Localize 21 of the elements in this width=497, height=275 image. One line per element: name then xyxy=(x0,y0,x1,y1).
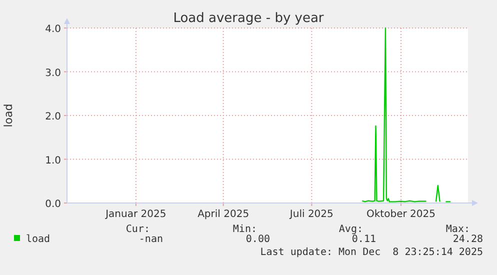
text: 24.28 xyxy=(452,234,483,245)
text: Cur: xyxy=(126,224,150,235)
text: Min: xyxy=(232,224,257,235)
x-tick-label: Januar 2025 xyxy=(104,209,166,220)
chart-title: Load average - by year xyxy=(173,11,324,26)
text: -nan xyxy=(138,234,163,245)
y-tick-label: 2.0 xyxy=(45,112,61,122)
x-tick-label: April 2025 xyxy=(198,209,250,220)
y-tick-label: 4.0 xyxy=(45,24,61,35)
text: 0.11 xyxy=(352,234,376,245)
y-tick-label: 3.0 xyxy=(45,68,61,79)
y-tick-label: 1.0 xyxy=(45,155,61,166)
text: 0.00 xyxy=(246,234,270,245)
legend-label: load xyxy=(26,234,50,245)
x-tick-label: Juli 2025 xyxy=(288,209,334,220)
text: Max: xyxy=(446,224,470,235)
x-tick-label: Oktober 2025 xyxy=(366,209,436,220)
text: Last update: Mon Dec 8 23:25:14 2025 xyxy=(260,247,483,258)
text: Avg: xyxy=(338,224,363,235)
y-axis-title: load xyxy=(2,104,15,128)
y-tick-label: 0.0 xyxy=(45,199,61,210)
